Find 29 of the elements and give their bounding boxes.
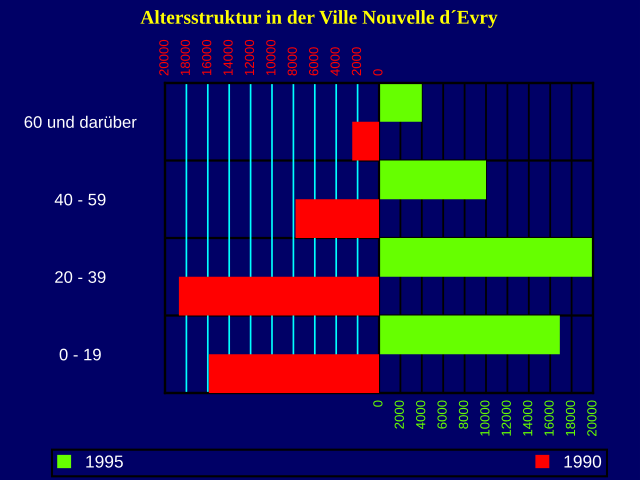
x-tick-label: 0: [373, 400, 383, 407]
x2-tick-label: 20000: [159, 40, 169, 76]
y-tick-label: 0 - 19: [60, 348, 101, 360]
x-tick-label: 18000: [566, 400, 576, 436]
legend-label: 1995: [86, 455, 123, 468]
x2-tick-label: 14000: [223, 40, 233, 76]
x-tick-label: 12000: [502, 400, 511, 436]
y-tick-label: 20 - 39: [55, 271, 106, 283]
x-tick-label: 4000: [416, 400, 426, 429]
legend-label: 1990: [564, 455, 602, 468]
x-tick-label: 2000: [394, 400, 404, 429]
chart-title: Altersstruktur in der Ville Nouvelle d´Evry: [140, 10, 498, 28]
x-tick-label: 16000: [544, 400, 554, 436]
x-tick-label: 14000: [523, 400, 532, 436]
x2-tick-label: 0: [373, 69, 383, 76]
x-tick-label: 6000: [437, 400, 447, 429]
y-tick-label: 40 - 59: [54, 194, 106, 206]
x2-tick-label: 2000: [352, 47, 362, 76]
x-tick-label: 10000: [480, 400, 490, 436]
x2-tick-label: 12000: [244, 40, 254, 76]
x2-tick-label: 10000: [266, 40, 276, 76]
x2-tick-label: 18000: [180, 40, 190, 76]
x2-tick-label: 6000: [309, 47, 318, 76]
x-tick-label: 8000: [458, 400, 468, 429]
x2-tick-label: 16000: [202, 40, 212, 76]
x2-tick-label: 4000: [330, 47, 340, 76]
x-tick-label: 20000: [587, 400, 597, 436]
x2-tick-label: 8000: [288, 47, 297, 76]
y-tick-label: 60 und darüber: [24, 116, 137, 128]
